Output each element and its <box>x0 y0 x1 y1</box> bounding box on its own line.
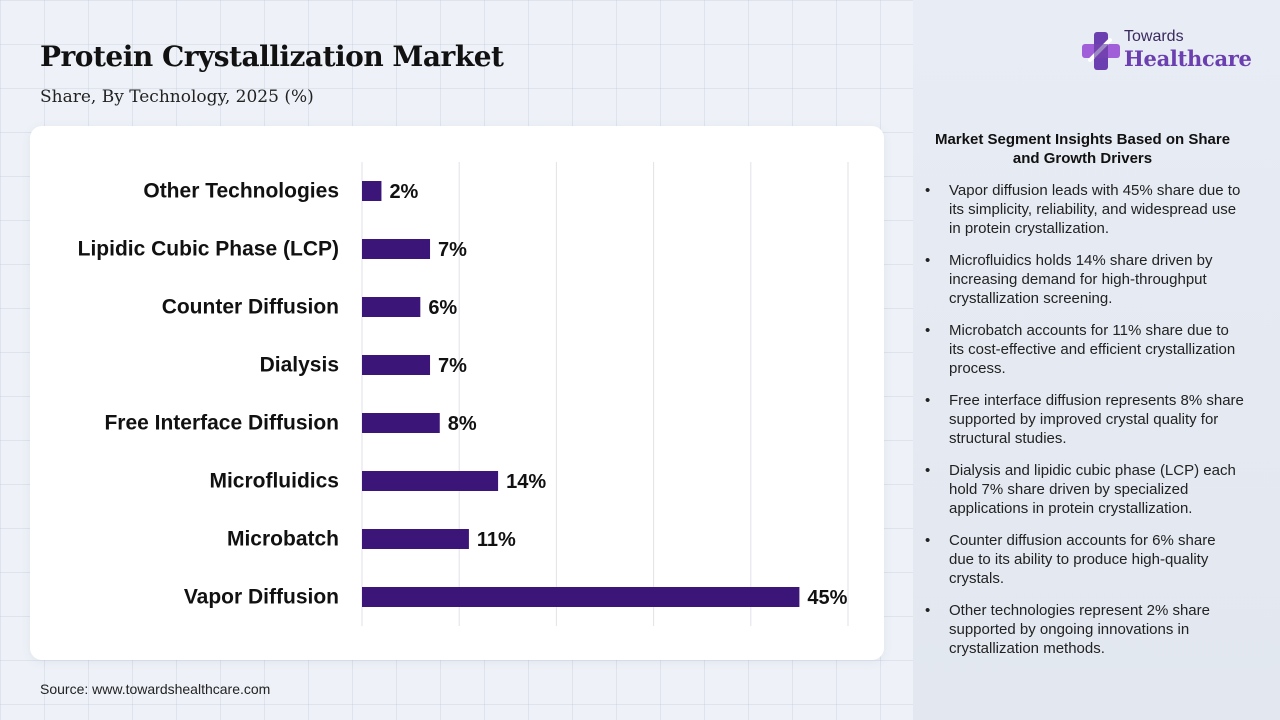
logo-text-healthcare: Healthcare <box>1124 46 1252 71</box>
data-label: 45% <box>807 587 847 609</box>
brand-logo[interactable]: Towards Healthcare <box>1080 28 1260 78</box>
data-label: 7% <box>438 239 467 261</box>
category-label: Microfluidics <box>209 470 339 493</box>
category-label: Counter Diffusion <box>162 296 339 319</box>
data-label: 11% <box>477 529 516 551</box>
bar <box>362 239 431 259</box>
data-label: 2% <box>389 181 418 203</box>
main-area: Protein Crystallization Market Share, By… <box>30 40 884 697</box>
category-label: Free Interface Diffusion <box>104 412 339 435</box>
category-label: Vapor Diffusion <box>184 586 339 609</box>
page-subtitle: Share, By Technology, 2025 (%) <box>40 87 314 107</box>
bar <box>362 587 800 607</box>
insight-item: Microfluidics holds 14% share driven by … <box>925 251 1244 308</box>
insight-item: Vapor diffusion leads with 45% share due… <box>925 181 1244 238</box>
bar <box>362 297 421 317</box>
bar <box>362 471 499 491</box>
insight-item: Free interface diffusion represents 8% s… <box>925 391 1244 448</box>
insight-item: Dialysis and lipidic cubic phase (LCP) e… <box>925 461 1244 518</box>
cross-logo-icon <box>1082 32 1120 70</box>
bar <box>362 181 382 201</box>
category-label: Microbatch <box>227 528 339 551</box>
category-label: Other Technologies <box>143 180 339 203</box>
bar <box>362 529 469 549</box>
page-title: Protein Crystallization Market <box>40 40 504 73</box>
data-label: 8% <box>448 413 477 435</box>
insights-title: Market Segment Insights Based on Share a… <box>934 131 1231 167</box>
insight-item: Microbatch accounts for 11% share due to… <box>925 321 1244 378</box>
data-label: 6% <box>428 297 457 319</box>
insights-list: Vapor diffusion leads with 45% share due… <box>925 181 1244 671</box>
logo-text-towards: Towards <box>1124 28 1184 45</box>
chart-card: Other Technologies 2% Lipidic Cubic Phase … <box>30 126 884 660</box>
bar <box>362 355 431 375</box>
insight-item: Counter diffusion accounts for 6% share … <box>925 531 1244 588</box>
bar-chart: Other Technologies 2% Lipidic Cubic Phase … <box>78 162 849 626</box>
insight-item: Other technologies represent 2% share su… <box>925 601 1244 658</box>
category-label: Lipidic Cubic Phase (LCP) <box>78 238 339 261</box>
bar <box>362 413 440 433</box>
category-label: Dialysis <box>260 354 339 377</box>
data-label: 7% <box>438 355 467 377</box>
source-note: Source: www.towardshealthcare.com <box>40 681 271 697</box>
data-label: 14% <box>506 471 546 493</box>
